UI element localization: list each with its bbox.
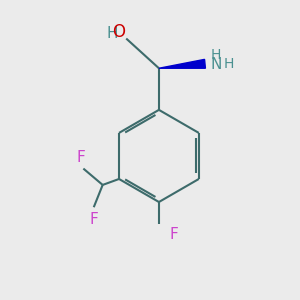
Text: O: O <box>112 23 125 41</box>
Text: F: F <box>169 227 178 242</box>
Text: H: H <box>224 57 234 71</box>
Text: H: H <box>210 49 221 62</box>
Text: H: H <box>106 26 118 41</box>
Text: N: N <box>210 57 222 72</box>
Text: F: F <box>89 212 98 227</box>
Text: F: F <box>76 150 85 165</box>
Polygon shape <box>159 59 206 68</box>
